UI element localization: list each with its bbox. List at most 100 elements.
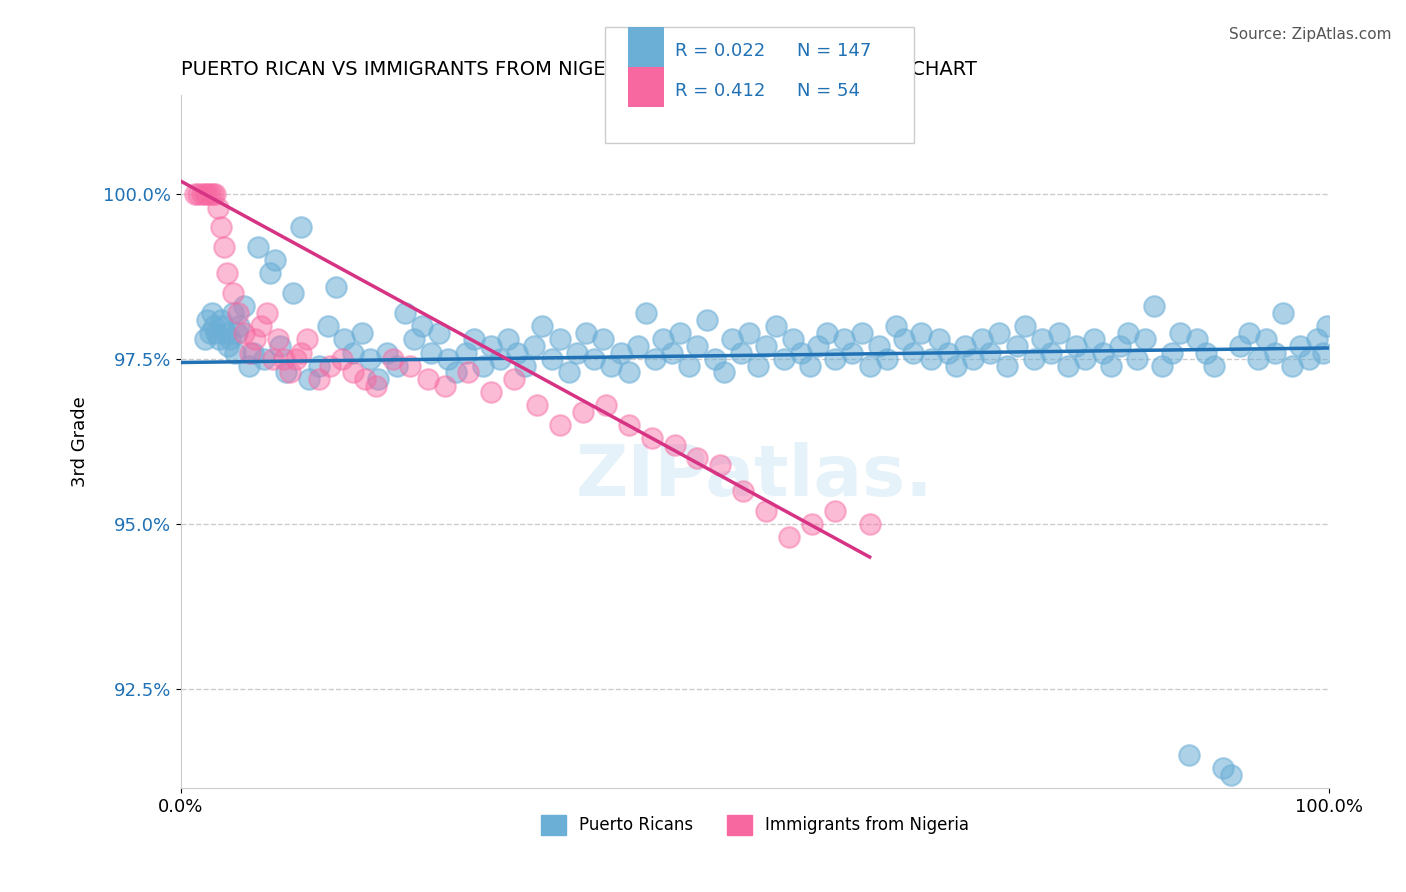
Point xyxy=(250,319,273,334)
Point xyxy=(226,326,249,340)
Point xyxy=(1040,345,1063,359)
Point xyxy=(903,345,925,359)
Point xyxy=(190,187,212,202)
Point xyxy=(233,326,256,340)
Text: ZIPatlas.: ZIPatlas. xyxy=(576,442,934,511)
Point xyxy=(217,339,239,353)
Point xyxy=(1316,319,1339,334)
Point xyxy=(617,365,640,379)
Point xyxy=(1289,339,1312,353)
Point xyxy=(988,326,1011,340)
Point xyxy=(1264,345,1286,359)
Point xyxy=(558,365,581,379)
Point xyxy=(416,372,439,386)
Point xyxy=(194,187,217,202)
Point xyxy=(204,187,226,202)
Point xyxy=(678,359,700,373)
Point xyxy=(1083,333,1105,347)
Point xyxy=(1005,339,1028,353)
Point xyxy=(471,359,494,373)
Point xyxy=(664,438,686,452)
Point xyxy=(686,339,709,353)
Point xyxy=(1022,352,1045,367)
Point xyxy=(242,345,264,359)
Point xyxy=(540,352,562,367)
Point xyxy=(910,326,932,340)
Point xyxy=(399,359,422,373)
Point xyxy=(364,378,387,392)
Point xyxy=(259,267,281,281)
Point xyxy=(219,333,242,347)
Point xyxy=(778,530,800,544)
Point xyxy=(1099,359,1122,373)
Point xyxy=(807,339,830,353)
Point xyxy=(1220,767,1243,781)
Point xyxy=(433,378,456,392)
Point xyxy=(1271,306,1294,320)
Point xyxy=(834,333,856,347)
Point xyxy=(454,345,477,359)
Point xyxy=(1152,359,1174,373)
Point xyxy=(1229,339,1251,353)
Point xyxy=(1312,345,1334,359)
Point xyxy=(233,300,256,314)
Point xyxy=(353,372,375,386)
Point xyxy=(427,326,450,340)
Point xyxy=(367,372,389,386)
Point xyxy=(644,352,666,367)
Point xyxy=(209,220,232,235)
Point xyxy=(738,326,761,340)
Point xyxy=(205,326,228,340)
Point xyxy=(709,458,731,472)
Point xyxy=(239,345,262,359)
Text: R = 0.022: R = 0.022 xyxy=(675,42,765,60)
Point xyxy=(201,187,224,202)
Point xyxy=(226,306,249,320)
Text: PUERTO RICAN VS IMMIGRANTS FROM NIGERIA 3RD GRADE CORRELATION CHART: PUERTO RICAN VS IMMIGRANTS FROM NIGERIA … xyxy=(181,60,977,78)
Point xyxy=(583,352,606,367)
Point xyxy=(308,359,330,373)
Point xyxy=(928,333,950,347)
Point xyxy=(1254,333,1277,347)
Point xyxy=(1135,333,1157,347)
Point xyxy=(755,504,778,518)
Point xyxy=(790,345,813,359)
Point xyxy=(669,326,692,340)
Point xyxy=(506,345,529,359)
Point xyxy=(703,352,725,367)
Point xyxy=(446,365,468,379)
Point xyxy=(325,279,347,293)
Point xyxy=(548,418,571,433)
Point xyxy=(273,352,295,367)
Point xyxy=(194,333,217,347)
Point xyxy=(221,286,243,301)
Point xyxy=(319,359,342,373)
Point xyxy=(352,326,374,340)
Point xyxy=(979,345,1001,359)
Point xyxy=(198,326,221,340)
Point xyxy=(1298,352,1320,367)
Point xyxy=(953,339,976,353)
Y-axis label: 3rd Grade: 3rd Grade xyxy=(72,396,89,487)
Point xyxy=(609,345,631,359)
Point xyxy=(187,187,209,202)
Text: R = 0.412: R = 0.412 xyxy=(675,82,765,100)
Point xyxy=(627,339,650,353)
Point xyxy=(801,517,824,532)
Point xyxy=(1031,333,1053,347)
Point xyxy=(198,187,221,202)
Point xyxy=(437,352,460,367)
Point xyxy=(215,267,238,281)
Point xyxy=(730,345,752,359)
Point xyxy=(1281,359,1303,373)
Point xyxy=(652,333,675,347)
Point xyxy=(1237,326,1260,340)
Point xyxy=(859,517,882,532)
Point xyxy=(195,312,218,326)
Point xyxy=(479,385,502,400)
Point xyxy=(394,306,416,320)
Point xyxy=(1178,747,1201,762)
Point xyxy=(269,339,291,353)
Point xyxy=(1091,345,1114,359)
Point xyxy=(575,326,598,340)
